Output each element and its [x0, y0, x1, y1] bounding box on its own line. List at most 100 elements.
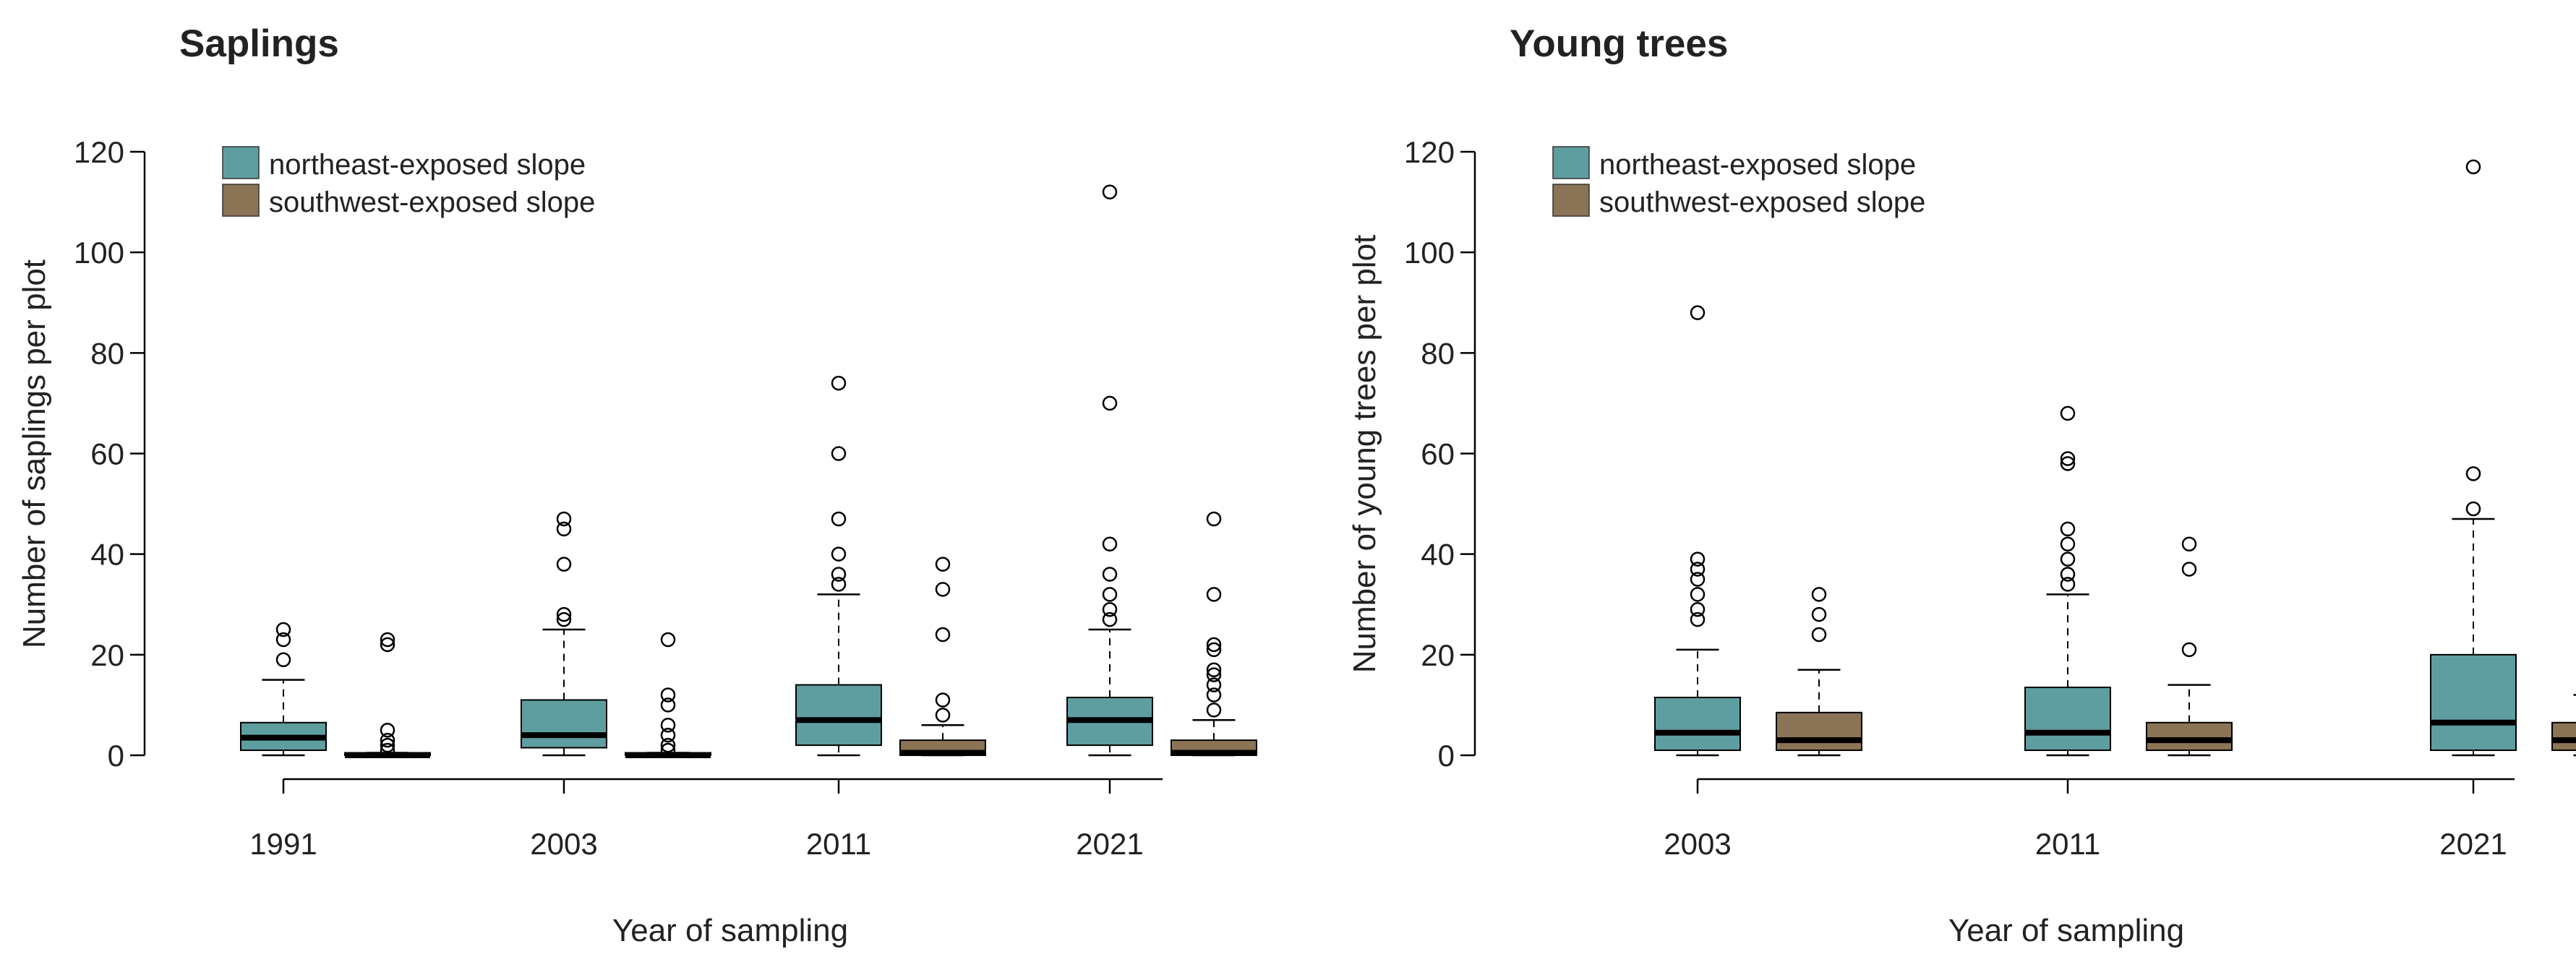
outlier-point [2060, 405, 2076, 421]
outlier-point [2060, 456, 2076, 471]
saplings-marks: 0 20 40 60 80 100 120 1991 2003 2011 2021 [74, 135, 1257, 861]
outlier-point [275, 622, 291, 637]
outlier-point [660, 737, 676, 753]
box-body [795, 684, 882, 747]
x-tick-label: 2021 [1076, 827, 1143, 861]
box-body [2024, 687, 2111, 752]
outlier-point [2060, 577, 2076, 592]
outlier-point [1690, 562, 1706, 577]
y-axis-label: Number of saplings per plot [17, 259, 52, 648]
outlier-point [1690, 305, 1706, 320]
outlier-point [1206, 511, 1222, 527]
outlier-point [380, 742, 395, 758]
outlier-point [2465, 466, 2481, 481]
outlier-point [380, 637, 395, 653]
chart-title: Saplings [179, 22, 339, 65]
box-northeast-exposed-1991 [240, 622, 327, 757]
box-body [521, 699, 607, 749]
outlier-point [1102, 611, 1118, 627]
outlier-point [275, 632, 291, 648]
outlier-point [1102, 601, 1118, 617]
outlier-point [2181, 536, 2197, 551]
box-body [2430, 653, 2517, 752]
box-body [2551, 721, 2576, 752]
y-tick-label: 100 [1404, 236, 1455, 270]
x-tick-label: 2011 [806, 827, 871, 861]
x-axis-label: Year of sampling [612, 913, 848, 948]
box-northeast-exposed-2021 [2430, 159, 2517, 757]
outlier-point [660, 742, 676, 758]
outlier-point [380, 632, 395, 648]
box-body [1654, 696, 1741, 752]
y-tick-label: 0 [108, 739, 124, 773]
box-body [1776, 711, 1862, 752]
box-northeast-exposed-2003 [1654, 305, 1741, 757]
y-tick-label: 120 [1404, 135, 1455, 169]
box-southwest-exposed-2021 [1171, 511, 1257, 757]
outlier-point [831, 446, 847, 461]
outlier-point [1690, 572, 1706, 587]
outlier-point [556, 611, 572, 627]
outlier-point [935, 627, 951, 643]
outlier-point [2181, 562, 2197, 577]
outlier-point [831, 567, 847, 582]
outlier-point [660, 727, 676, 743]
outlier-point [1102, 587, 1118, 602]
legend-label-southwest: southwest-exposed slope [1599, 186, 1925, 218]
outlier-point [1206, 587, 1222, 602]
y-axis-label: Number of young trees per plot [1347, 235, 1382, 674]
outlier-point [831, 546, 847, 562]
outlier-point [1690, 601, 1706, 617]
box-northeast-exposed-2021 [1066, 184, 1153, 757]
young-trees-marks: 0 20 40 60 80 100 120 2003 2011 2021 [1404, 135, 2576, 861]
outlier-point [2060, 521, 2076, 537]
outlier-point [660, 697, 676, 713]
y-tick-label: 40 [1421, 538, 1455, 572]
box-southwest-exposed-2003 [1776, 587, 1862, 757]
outlier-point [1690, 551, 1706, 567]
outlier-point [2060, 536, 2076, 551]
y-tick-label: 100 [74, 236, 124, 270]
box-southwest-exposed-2011 [2146, 536, 2233, 757]
outlier-point [2060, 451, 2076, 466]
outlier-point [1206, 687, 1222, 703]
outlier-point [275, 652, 291, 668]
outlier-point [556, 557, 572, 572]
y-tick-label: 60 [90, 437, 124, 471]
x-tick-label: 2003 [1664, 827, 1731, 861]
box-northeast-exposed-2003 [521, 511, 607, 757]
y-tick-label: 0 [1438, 739, 1455, 773]
outlier-point [380, 722, 395, 738]
outlier-point [1206, 667, 1222, 682]
outlier-point [1102, 395, 1118, 411]
y-tick-label: 80 [90, 336, 124, 370]
outlier-point [1811, 587, 1827, 602]
outlier-point [660, 687, 676, 703]
x-axis-label: Year of sampling [1948, 913, 2184, 948]
y-tick-label: 20 [90, 638, 124, 672]
outlier-point [1102, 536, 1118, 551]
chart-title: Young trees [1510, 22, 1728, 65]
box-southwest-exposed-2003 [625, 632, 711, 758]
outlier-point [2060, 551, 2076, 567]
box-body [2146, 721, 2233, 752]
outlier-point [660, 718, 676, 733]
x-tick-label: 2021 [2439, 827, 2507, 861]
legend-swatch-northeast [1552, 146, 1590, 179]
legend-label-northeast: northeast-exposed slope [269, 149, 586, 181]
outlier-point [1206, 637, 1222, 653]
outlier-point [1102, 184, 1118, 199]
x-tick-label: 2003 [530, 827, 597, 861]
outlier-point [1206, 662, 1222, 677]
outlier-point [935, 692, 951, 708]
outlier-point [2465, 159, 2481, 175]
x-tick-label: 1991 [249, 827, 317, 861]
outlier-point [935, 582, 951, 597]
legend-swatch-northeast [222, 146, 260, 179]
outlier-point [935, 708, 951, 723]
y-tick-label: 20 [1421, 638, 1455, 672]
y-tick-label: 80 [1421, 336, 1455, 370]
box-southwest-exposed-1991 [344, 632, 431, 758]
